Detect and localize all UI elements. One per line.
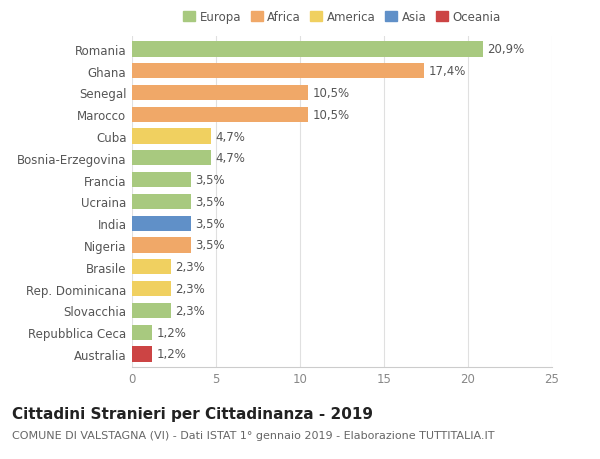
Text: Cittadini Stranieri per Cittadinanza - 2019: Cittadini Stranieri per Cittadinanza - 2… — [12, 406, 373, 421]
Bar — [132, 173, 191, 188]
Bar — [132, 216, 191, 231]
Legend: Europa, Africa, America, Asia, Oceania: Europa, Africa, America, Asia, Oceania — [183, 11, 501, 24]
Text: 4,7%: 4,7% — [215, 152, 245, 165]
Bar — [132, 325, 152, 340]
Bar — [132, 303, 170, 318]
Text: 10,5%: 10,5% — [313, 87, 350, 100]
Text: 3,5%: 3,5% — [195, 239, 224, 252]
Text: COMUNE DI VALSTAGNA (VI) - Dati ISTAT 1° gennaio 2019 - Elaborazione TUTTITALIA.: COMUNE DI VALSTAGNA (VI) - Dati ISTAT 1°… — [12, 431, 494, 441]
Bar — [132, 64, 424, 79]
Text: 2,3%: 2,3% — [175, 304, 205, 317]
Bar — [132, 42, 483, 57]
Text: 17,4%: 17,4% — [428, 65, 466, 78]
Bar — [132, 194, 191, 210]
Text: 3,5%: 3,5% — [195, 174, 224, 187]
Bar — [132, 151, 211, 166]
Text: 2,3%: 2,3% — [175, 261, 205, 274]
Text: 4,7%: 4,7% — [215, 130, 245, 143]
Text: 3,5%: 3,5% — [195, 196, 224, 208]
Text: 1,2%: 1,2% — [157, 347, 186, 361]
Text: 2,3%: 2,3% — [175, 282, 205, 296]
Bar — [132, 86, 308, 101]
Bar — [132, 107, 308, 123]
Text: 10,5%: 10,5% — [313, 108, 350, 122]
Bar — [132, 129, 211, 144]
Bar — [132, 281, 170, 297]
Bar — [132, 347, 152, 362]
Bar — [132, 260, 170, 275]
Text: 20,9%: 20,9% — [487, 43, 524, 56]
Bar — [132, 238, 191, 253]
Text: 3,5%: 3,5% — [195, 217, 224, 230]
Text: 1,2%: 1,2% — [157, 326, 186, 339]
